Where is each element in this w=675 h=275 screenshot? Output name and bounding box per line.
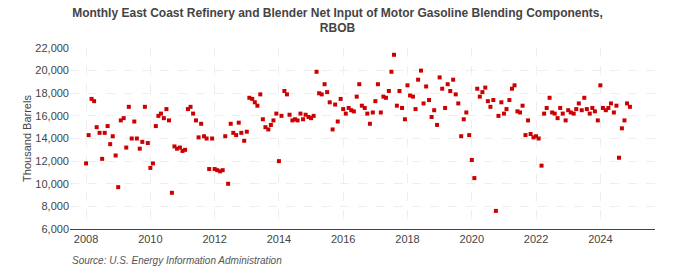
svg-text:10,000: 10,000 — [35, 178, 69, 190]
svg-text:16,000: 16,000 — [35, 110, 69, 122]
svg-text:2020: 2020 — [460, 233, 484, 245]
svg-text:2016: 2016 — [331, 233, 355, 245]
svg-text:12,000: 12,000 — [35, 155, 69, 167]
svg-text:Source: U.S. Energy Informatio: Source: U.S. Energy Information Administ… — [72, 255, 282, 266]
svg-text:Monthly East Coast Refinery an: Monthly East Coast Refinery and Blender … — [72, 6, 603, 36]
svg-text:2008: 2008 — [74, 233, 98, 245]
svg-text:14,000: 14,000 — [35, 132, 69, 144]
svg-text:2010: 2010 — [138, 233, 162, 245]
svg-text:6,000: 6,000 — [41, 223, 69, 235]
svg-text:2012: 2012 — [202, 233, 226, 245]
svg-text:2014: 2014 — [267, 233, 291, 245]
svg-text:18,000: 18,000 — [35, 87, 69, 99]
svg-text:20,000: 20,000 — [35, 64, 69, 76]
svg-text:Thousand Barrels: Thousand Barrels — [21, 95, 33, 182]
svg-text:2018: 2018 — [395, 233, 419, 245]
svg-text:2024: 2024 — [588, 233, 612, 245]
svg-text:22,000: 22,000 — [35, 42, 69, 54]
svg-text:8,000: 8,000 — [41, 200, 69, 212]
svg-text:2022: 2022 — [524, 233, 548, 245]
